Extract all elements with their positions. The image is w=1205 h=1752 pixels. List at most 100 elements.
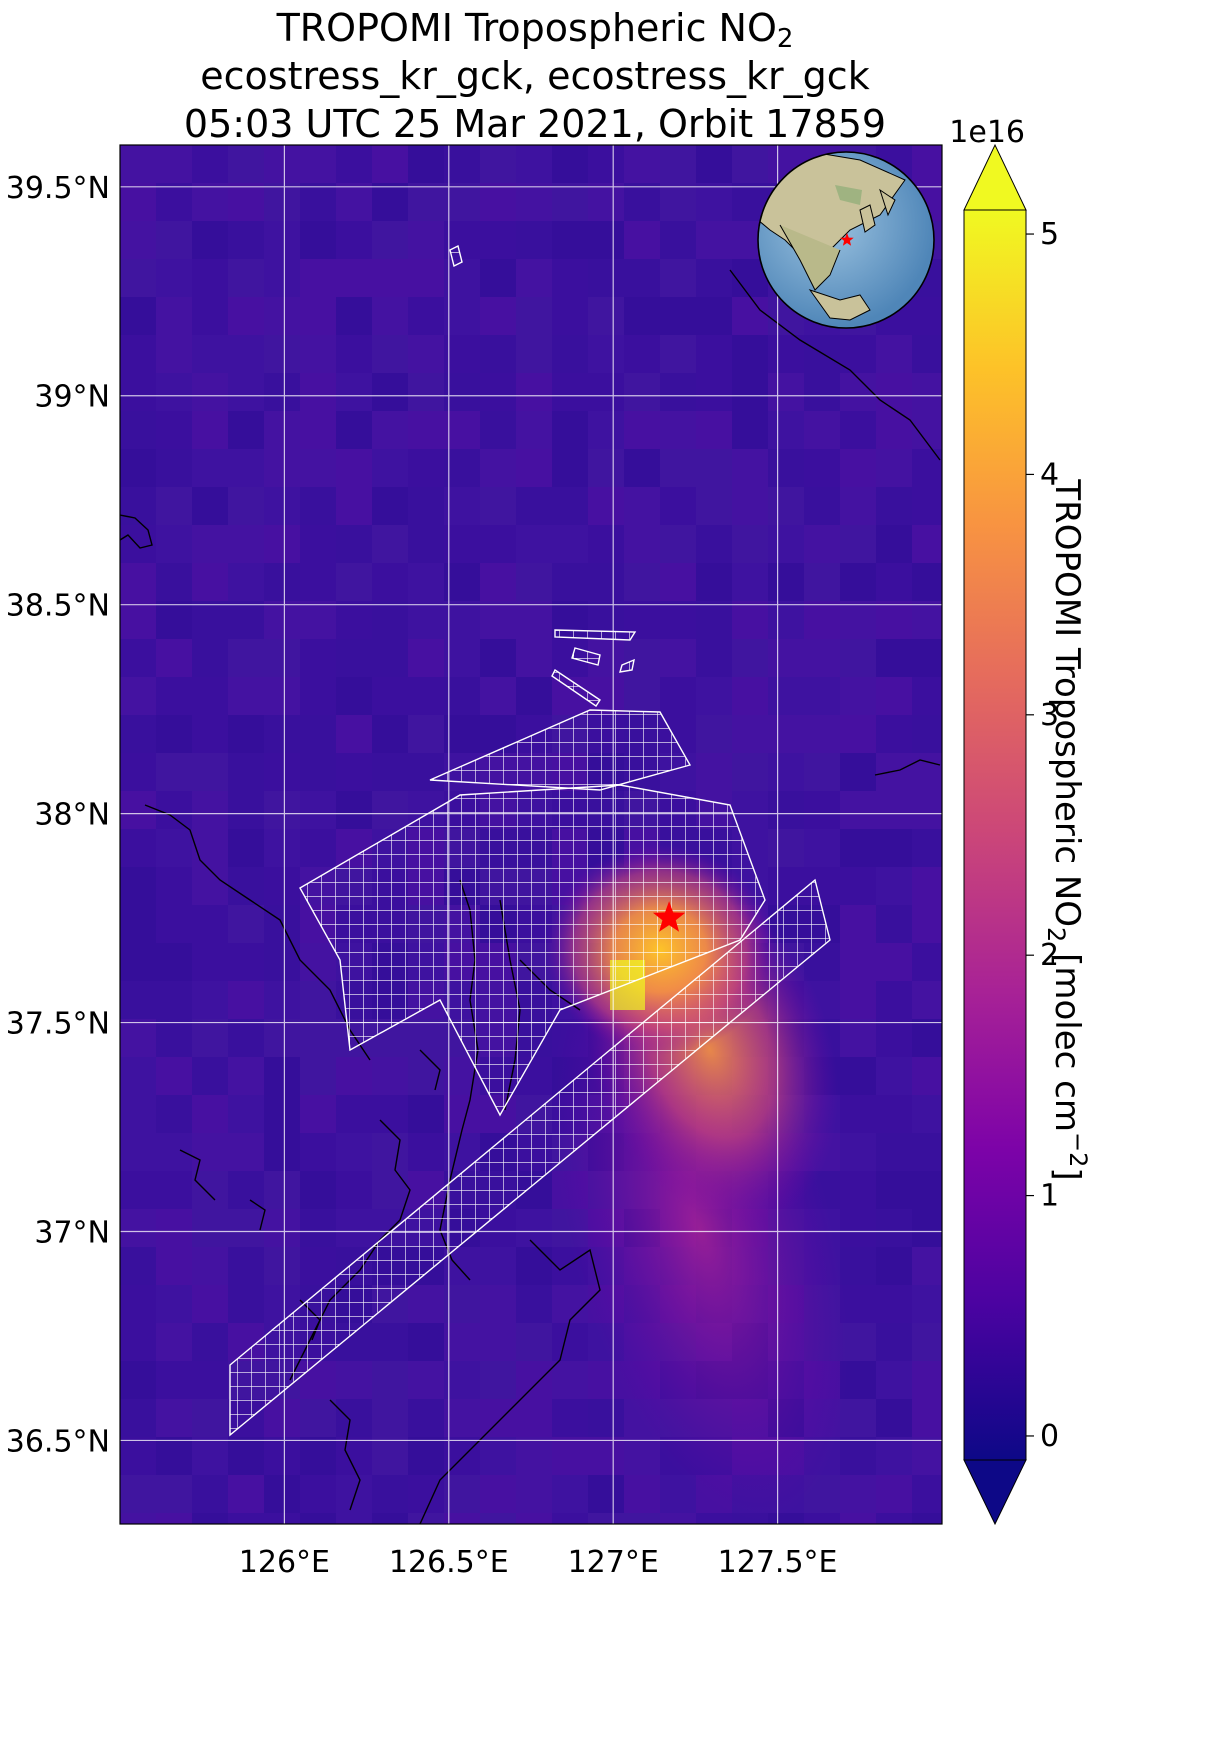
no2-pixel — [696, 1513, 732, 1524]
no2-pixel — [552, 297, 588, 335]
no2-pixel — [840, 563, 876, 601]
no2-pixel — [876, 487, 912, 525]
no2-pixel — [372, 259, 408, 297]
no2-pixel — [912, 563, 942, 601]
no2-pixel — [300, 221, 336, 259]
no2-pixel — [912, 715, 942, 753]
no2-pixel — [192, 487, 228, 525]
no2-pixel — [192, 335, 228, 373]
no2-pixel — [120, 1437, 156, 1475]
no2-pixel — [480, 1361, 516, 1399]
no2-pixel — [732, 677, 768, 715]
no2-pixel — [912, 1057, 942, 1095]
no2-pixel — [228, 829, 264, 867]
no2-pixel — [876, 715, 912, 753]
lon-tick-label: 127.5°E — [718, 1545, 838, 1580]
no2-pixel — [480, 335, 516, 373]
no2-pixel — [156, 1171, 192, 1209]
no2-pixel — [192, 1057, 228, 1095]
no2-pixel — [264, 601, 300, 639]
no2-pixel — [840, 601, 876, 639]
no2-pixel — [120, 145, 156, 183]
no2-pixel — [336, 525, 372, 563]
lat-tick-label: 39°N — [34, 380, 110, 415]
no2-pixel — [876, 411, 912, 449]
credit-source: Source: NASA/JPL-Caltech — [778, 1631, 1047, 1655]
no2-pixel — [408, 525, 444, 563]
no2-pixel — [120, 639, 156, 677]
no2-pixel — [588, 373, 624, 411]
no2-pixel — [300, 487, 336, 525]
no2-pixel — [300, 183, 336, 221]
no2-pixel — [192, 829, 228, 867]
no2-pixel — [264, 1437, 300, 1475]
inset-globe — [757, 151, 935, 329]
no2-pixel — [120, 1247, 156, 1285]
footprint-strip-2 — [571, 647, 601, 666]
no2-pixel — [876, 1247, 912, 1285]
no2-pixel — [300, 1019, 336, 1057]
no2-pixel — [300, 943, 336, 981]
no2-pixel — [876, 791, 912, 829]
no2-pixel — [696, 677, 732, 715]
no2-pixel — [156, 1209, 192, 1247]
footprint-strip-4 — [619, 658, 635, 673]
no2-pixel — [588, 259, 624, 297]
no2-pixel — [300, 1247, 336, 1285]
no2-pixel — [264, 221, 300, 259]
no2-pixel — [192, 1513, 228, 1524]
no2-pixel — [804, 563, 840, 601]
no2-pixel — [480, 1247, 516, 1285]
no2-pixel — [696, 639, 732, 677]
no2-pixel — [120, 1171, 156, 1209]
no2-pixel — [876, 1513, 912, 1524]
no2-pixel — [156, 905, 192, 943]
no2-pixel — [480, 1475, 516, 1513]
no2-pixel — [156, 373, 192, 411]
no2-pixel — [228, 1513, 264, 1524]
footprint-strip-1 — [554, 629, 637, 641]
no2-pixel — [228, 145, 264, 183]
no2-pixel — [768, 753, 804, 791]
no2-pixel — [228, 791, 264, 829]
no2-pixel — [264, 639, 300, 677]
no2-pixel — [300, 335, 336, 373]
no2-pixel — [300, 563, 336, 601]
no2-pixel — [660, 563, 696, 601]
no2-pixel — [444, 145, 480, 183]
no2-pixel — [624, 259, 660, 297]
no2-pixel — [516, 1209, 552, 1247]
no2-pixel — [588, 1475, 624, 1513]
no2-pixel — [840, 1247, 876, 1285]
no2-pixel — [336, 1171, 372, 1209]
no2-pixel — [156, 791, 192, 829]
no2-pixel — [120, 715, 156, 753]
footprint-swath-southwest — [229, 878, 831, 1437]
no2-pixel — [732, 639, 768, 677]
no2-pixel — [156, 1399, 192, 1437]
no2-pixel — [192, 1323, 228, 1361]
no2-pixel — [444, 1475, 480, 1513]
no2-pixel — [876, 867, 912, 905]
colorbar-exponent: 1e16 — [949, 115, 1025, 150]
no2-pixel — [192, 221, 228, 259]
no2-pixel — [336, 1133, 372, 1171]
no2-pixel — [120, 1399, 156, 1437]
no2-pixel — [228, 297, 264, 335]
no2-pixel — [192, 601, 228, 639]
no2-pixel — [300, 411, 336, 449]
no2-pixel — [588, 1513, 624, 1524]
no2-pixel — [876, 1285, 912, 1323]
no2-pixel — [876, 753, 912, 791]
no2-pixel — [192, 1399, 228, 1437]
no2-pixel — [876, 1057, 912, 1095]
no2-pixel — [624, 411, 660, 449]
no2-pixel — [192, 753, 228, 791]
no2-pixel — [840, 1133, 876, 1171]
lat-tick-label: 37.5°N — [6, 1007, 110, 1042]
no2-pixel — [300, 1095, 336, 1133]
no2-pixel — [552, 1475, 588, 1513]
no2-pixel — [660, 639, 696, 677]
no2-pixel — [768, 525, 804, 563]
no2-pixel — [408, 449, 444, 487]
